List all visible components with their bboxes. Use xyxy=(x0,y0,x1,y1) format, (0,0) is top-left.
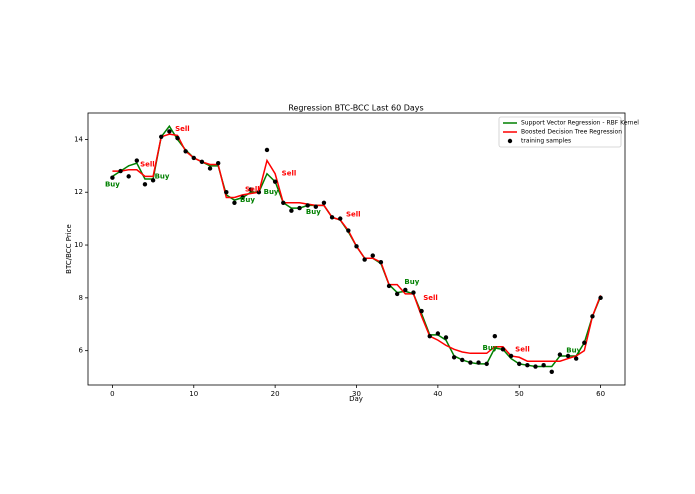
sample-point xyxy=(150,178,156,183)
y-tick-label: 12 xyxy=(74,188,83,196)
sample-point xyxy=(573,356,579,361)
annotation: Buy xyxy=(155,172,170,180)
sample-point xyxy=(468,360,473,365)
chart-title: Regression BTC-BCC Last 60 Days xyxy=(288,104,423,113)
annotation: Buy xyxy=(566,347,581,355)
annotation: Buy xyxy=(240,196,255,204)
sample-point xyxy=(557,352,563,357)
annotation: Buy xyxy=(482,344,497,352)
sample-point xyxy=(582,340,587,345)
sample-point xyxy=(264,147,270,153)
y-axis-label: BTC/BCC Price xyxy=(65,224,73,274)
y-tick-label: 10 xyxy=(74,241,83,249)
sample-point xyxy=(362,257,367,262)
sample-point xyxy=(126,174,131,179)
sample-point xyxy=(191,155,196,161)
sample-point xyxy=(346,228,351,233)
sample-point xyxy=(338,216,343,221)
annotation: Sell xyxy=(245,186,260,194)
sample-point xyxy=(134,158,140,163)
sample-point xyxy=(370,253,375,258)
sample-point xyxy=(118,168,123,174)
sample-point xyxy=(590,314,595,319)
sample-point xyxy=(525,362,530,368)
y-tick-label: 6 xyxy=(79,347,84,355)
plot-frame xyxy=(87,112,626,386)
x-tick-label: 40 xyxy=(433,390,442,398)
annotation: Buy xyxy=(105,180,120,188)
annotation: Sell xyxy=(282,170,297,178)
sample-point xyxy=(517,361,522,367)
annotation: Buy xyxy=(264,188,279,196)
sample-point xyxy=(403,287,408,293)
sample-point xyxy=(142,182,148,187)
legend-label: training samples xyxy=(521,138,571,145)
sample-point xyxy=(598,295,603,301)
annotation: Buy xyxy=(306,208,321,216)
sample-point xyxy=(110,175,115,180)
sample-point xyxy=(329,215,335,220)
x-tick-label: 60 xyxy=(596,390,605,398)
annotation: Buy xyxy=(404,278,419,286)
sample-point xyxy=(183,149,188,154)
sample-point xyxy=(207,166,213,171)
sample-point xyxy=(159,134,164,139)
x-tick-label: 0 xyxy=(110,390,114,398)
sample-point xyxy=(443,335,449,340)
sample-point xyxy=(460,357,465,363)
annotation: Sell xyxy=(175,125,190,133)
sample-point xyxy=(167,129,172,134)
annotation: Sell xyxy=(423,294,438,302)
sample-point xyxy=(281,200,286,205)
x-tick-label: 30 xyxy=(352,390,361,398)
sample-point xyxy=(289,208,294,213)
sample-point xyxy=(354,244,359,249)
sample-point xyxy=(175,135,180,141)
sample-point xyxy=(500,347,506,352)
legend-label: Boosted Decision Tree Regression xyxy=(521,129,622,136)
sample-point xyxy=(321,200,327,205)
sample-point xyxy=(232,200,237,205)
sample-point xyxy=(394,291,400,297)
legend-label: Support Vector Regression - RBF Kernel xyxy=(521,120,639,127)
sample-point xyxy=(484,361,489,367)
sample-point xyxy=(435,331,441,336)
sample-point xyxy=(272,179,278,184)
annotation: Sell xyxy=(140,160,155,168)
sample-point xyxy=(492,333,498,339)
sample-point xyxy=(451,355,457,360)
sample-point xyxy=(411,290,416,295)
y-tick-label: 8 xyxy=(79,294,83,302)
annotation: Sell xyxy=(346,211,361,219)
x-axis-label: Day xyxy=(349,395,363,403)
legend-marker xyxy=(507,138,513,144)
sample-point xyxy=(533,364,538,369)
x-tick-label: 10 xyxy=(189,390,198,398)
sample-point xyxy=(541,362,546,368)
sample-point xyxy=(215,160,221,166)
sample-point xyxy=(297,205,302,211)
x-tick-label: 20 xyxy=(271,390,280,398)
x-tick-label: 50 xyxy=(515,390,524,398)
sample-point xyxy=(386,283,392,289)
sample-point xyxy=(313,204,319,209)
sample-point xyxy=(476,360,481,365)
annotation: Sell xyxy=(515,345,530,353)
sample-point xyxy=(565,353,571,359)
sample-point xyxy=(378,260,384,265)
sample-point xyxy=(305,203,310,208)
sample-point xyxy=(199,159,205,165)
y-tick-label: 14 xyxy=(74,135,83,143)
sample-point xyxy=(427,333,432,339)
sample-point xyxy=(256,190,262,195)
sample-point xyxy=(224,190,229,195)
sample-point xyxy=(419,308,424,314)
legend-box xyxy=(498,116,622,148)
sample-point xyxy=(240,195,245,200)
sample-point xyxy=(508,353,514,359)
sample-point xyxy=(248,187,253,192)
sample-point xyxy=(549,369,554,374)
